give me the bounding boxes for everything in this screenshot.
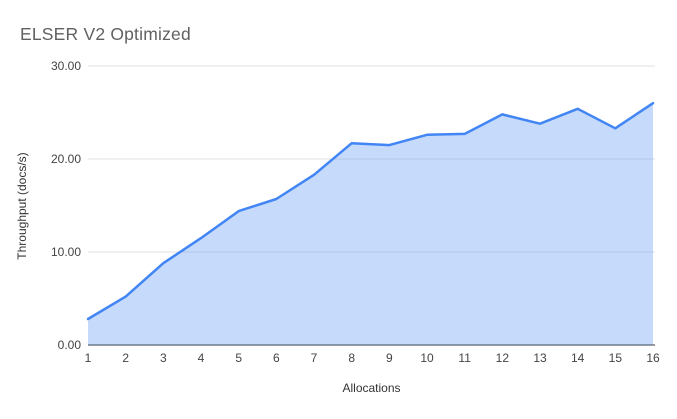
x-tick-label: 6 [273, 351, 280, 365]
x-tick-label: 7 [311, 351, 318, 365]
chart-title: ELSER V2 Optimized [20, 24, 191, 44]
y-tick-label: 30.00 [51, 59, 81, 73]
x-tick-label: 14 [571, 351, 585, 365]
x-tick-label: 13 [533, 351, 547, 365]
y-tick-label: 10.00 [51, 245, 81, 259]
y-tick-label: 20.00 [51, 152, 81, 166]
x-tick-label: 5 [235, 351, 242, 365]
x-axis-title: Allocations [342, 381, 401, 395]
series-line [86, 101, 655, 321]
x-tick-label: 16 [646, 351, 660, 365]
y-tick-label: 0.00 [58, 338, 82, 352]
x-tick-label: 11 [458, 351, 471, 365]
y-axis-title: Throughput (docs/s) [15, 152, 29, 260]
series-area [88, 103, 653, 345]
x-tick-label: 2 [122, 351, 129, 365]
x-tick-label: 1 [85, 351, 92, 365]
x-tick-label: 15 [609, 351, 623, 365]
x-tick-label: 10 [420, 351, 434, 365]
x-tick-label: 12 [496, 351, 510, 365]
x-tick-label: 3 [160, 351, 167, 365]
x-tick-label: 9 [386, 351, 393, 365]
x-tick-label: 8 [348, 351, 355, 365]
x-tick-label: 4 [198, 351, 205, 365]
